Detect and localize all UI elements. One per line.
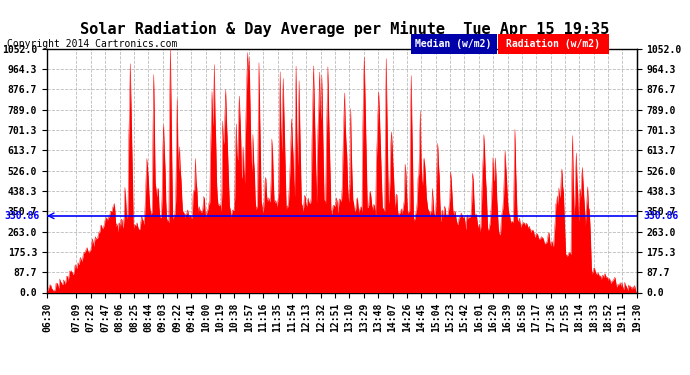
Text: 330.86: 330.86 [5,211,40,221]
Text: Solar Radiation & Day Average per Minute  Tue Apr 15 19:35: Solar Radiation & Day Average per Minute… [80,21,610,37]
Text: Radiation (w/m2): Radiation (w/m2) [506,39,600,49]
Text: 330.86: 330.86 [644,211,679,221]
Text: Median (w/m2): Median (w/m2) [415,39,492,49]
Text: Copyright 2014 Cartronics.com: Copyright 2014 Cartronics.com [7,39,177,50]
